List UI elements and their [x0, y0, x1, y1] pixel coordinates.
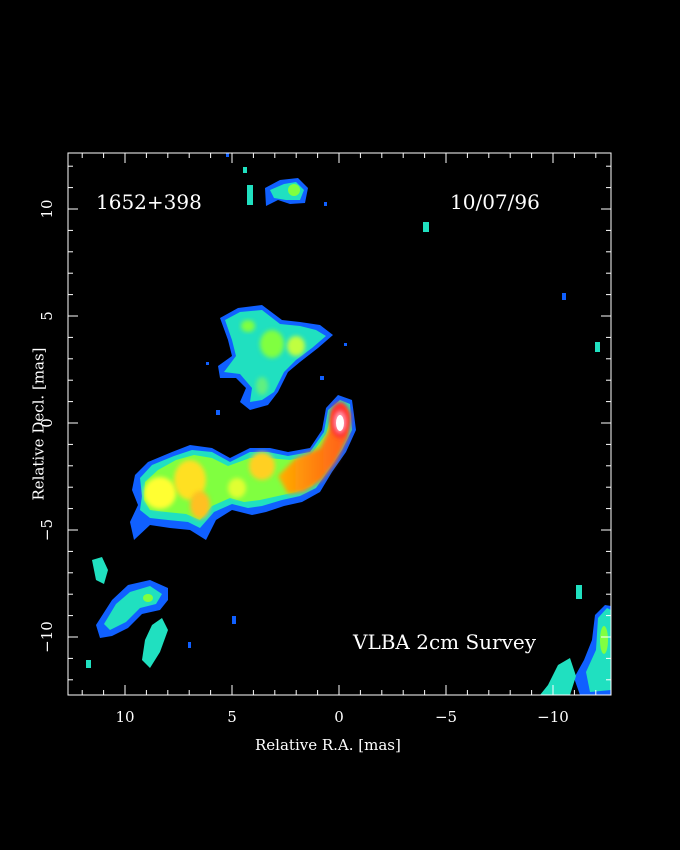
emission-southwest-clump: [86, 557, 168, 668]
x-tick-label: −5: [435, 708, 457, 726]
x-axis-label: Relative R.A. [mas]: [255, 736, 401, 754]
x-tick-label: 0: [334, 708, 344, 726]
emission-main-jet: [130, 395, 356, 540]
axis-ticks: 10 5 0 −5 −10 10 5 0 −5 −10: [38, 153, 611, 726]
x-tick-label: 10: [115, 708, 134, 726]
x-tick-label: 5: [227, 708, 237, 726]
emission-north-clump: [218, 305, 333, 410]
emission-specks: [188, 153, 429, 648]
y-axis-label: Relative Decl. [mas]: [29, 347, 48, 501]
x-tick-label: −10: [537, 708, 569, 726]
survey-label: VLBA 2cm Survey: [353, 630, 537, 654]
emission-southeast-corner: [540, 293, 611, 695]
y-tick-label: −10: [38, 621, 56, 653]
observation-date-label: 10/07/96: [450, 190, 540, 214]
emission-top-knot: [243, 167, 308, 206]
y-tick-label: 10: [38, 199, 56, 218]
y-tick-label: −5: [38, 519, 56, 541]
radio-emission-map: [86, 153, 611, 695]
source-name-label: 1652+398: [96, 190, 202, 214]
y-tick-label: 5: [38, 311, 56, 321]
y-tick-label: 0: [38, 418, 56, 428]
